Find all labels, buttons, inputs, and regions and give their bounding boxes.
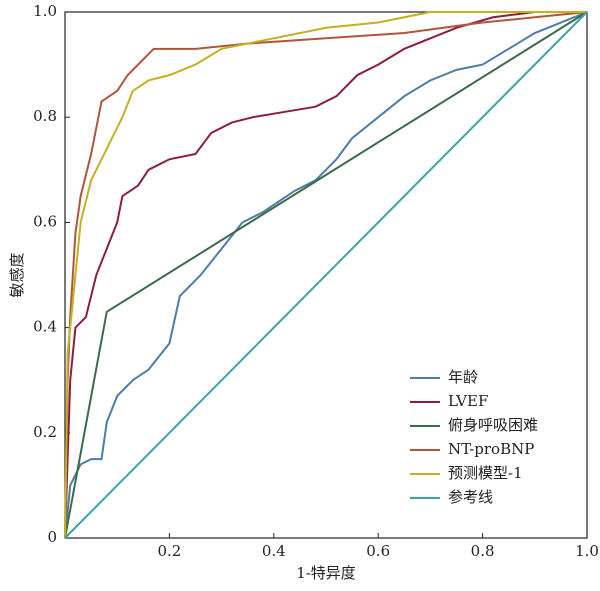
roc-line bbox=[64, 11, 588, 539]
roc-line bbox=[64, 11, 587, 539]
legend-label: 参考线 bbox=[448, 488, 493, 506]
legend-label: NT-proBNP bbox=[448, 440, 534, 458]
plot-frame bbox=[64, 11, 588, 539]
y-tick-label: 0 bbox=[47, 528, 57, 546]
y-tick-label: 0.8 bbox=[33, 107, 57, 125]
legend-label: 预测模型-1 bbox=[448, 464, 523, 482]
y-tick-label: 1.0 bbox=[33, 2, 57, 20]
legend-label: LVEF bbox=[448, 392, 488, 410]
y-tick-label: 0.2 bbox=[33, 423, 57, 441]
x-tick-label: 0.4 bbox=[262, 542, 286, 560]
x-tick-label: 0.2 bbox=[157, 542, 181, 560]
legend-label: 年龄 bbox=[448, 368, 478, 386]
y-axis-label: 敏感度 bbox=[8, 252, 26, 297]
x-tick-label: 0.8 bbox=[471, 542, 495, 560]
x-tick-label: 1.0 bbox=[575, 542, 599, 560]
legend-label: 俯身呼吸困难 bbox=[448, 416, 538, 434]
y-tick-label: 0.4 bbox=[33, 318, 57, 336]
roc-line bbox=[64, 11, 588, 539]
roc-line bbox=[64, 11, 588, 539]
x-tick-label: 0.6 bbox=[366, 542, 390, 560]
roc-line bbox=[64, 11, 587, 539]
roc-line bbox=[64, 11, 588, 539]
x-axis-label: 1-特异度 bbox=[296, 564, 356, 582]
y-tick-label: 0.6 bbox=[33, 212, 57, 230]
